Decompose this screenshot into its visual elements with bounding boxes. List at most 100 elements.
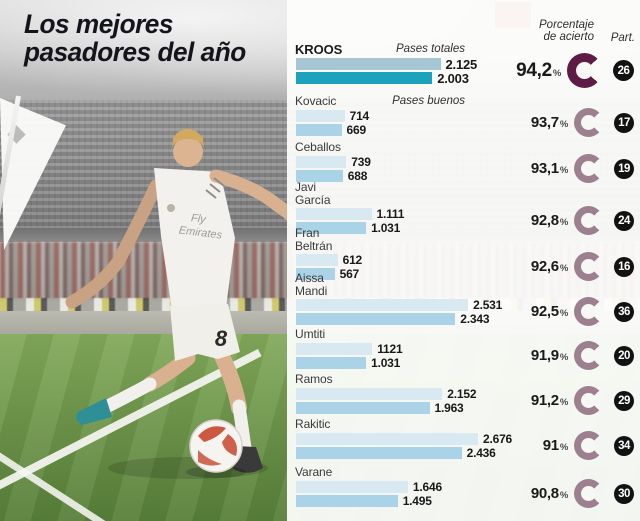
accuracy-value: 92,8 [530, 212, 559, 229]
accuracy-percentage: 91,9% [508, 347, 568, 364]
accuracy-percentage: 92,6% [508, 258, 568, 275]
player-name: Umtiti [295, 327, 326, 341]
donut-hole [581, 486, 596, 501]
percent-sign: % [559, 490, 568, 501]
donut-hole [581, 213, 596, 228]
percent-sign: % [559, 442, 568, 453]
player-stats: 91% 34 [508, 431, 634, 460]
jersey-stripes [205, 177, 225, 199]
player-row-rakitic: Rakitic 2.676 2.436 91% 34 [295, 418, 640, 460]
accuracy-donut-icon [574, 154, 603, 183]
player-stats: 91,2% 29 [508, 386, 634, 415]
title-line1: Los mejores [24, 9, 173, 39]
accuracy-percentage: 91% [508, 437, 569, 454]
page-title: Los mejores pasadores del año [24, 10, 246, 66]
player-name-line2: García [295, 192, 331, 207]
bar-pases-totales [296, 387, 443, 400]
donut-hole [581, 115, 596, 130]
value-pases-totales: 2.676 [483, 431, 513, 446]
player-row-varane: Varane 1.646 1.495 90,8% 30 [295, 465, 640, 508]
donut-hole [576, 62, 593, 79]
accuracy-value: 92,5 [530, 303, 559, 320]
shorts-number: 8 [215, 326, 228, 351]
percent-sign: % [559, 119, 568, 130]
bar-pases-buenos [296, 123, 342, 136]
accuracy-value: 91 [542, 437, 559, 454]
bar-pases-totales [296, 155, 347, 168]
bar-pases-buenos [296, 72, 433, 84]
donut-hole [581, 393, 596, 408]
percentage-header-line2: de acierto [543, 31, 594, 43]
donut-hole [581, 161, 596, 176]
percent-sign: % [559, 308, 568, 319]
percent-sign: % [559, 397, 568, 408]
participations-badge: 34 [614, 435, 634, 456]
value-pases-buenos: 688 [347, 168, 368, 183]
accuracy-donut-icon [574, 206, 603, 235]
accuracy-value: 90,8 [530, 485, 559, 502]
participations-badge: 20 [614, 345, 634, 366]
accuracy-percentage: 94,2% [497, 60, 561, 82]
accuracy-percentage: 93,1% [508, 160, 568, 177]
ball-pattern [198, 426, 226, 442]
bar-pases-buenos [296, 401, 430, 414]
value-pases-buenos: 1.963 [434, 400, 464, 415]
player-left-sock [99, 377, 157, 414]
accuracy-value: 93,7 [530, 114, 559, 131]
value-pases-totales: 1121 [377, 341, 403, 356]
participations-badge: 16 [614, 256, 634, 277]
column-header-percentage: Porcentaje de acierto [539, 19, 594, 43]
player-right-sock [232, 399, 252, 455]
value-pases-buenos: 2.343 [460, 312, 490, 326]
bar-pases-totales [296, 58, 441, 70]
participations-badge: 36 [614, 301, 634, 322]
accuracy-donut-icon [567, 53, 602, 88]
accuracy-donut-icon [574, 297, 603, 326]
value-pases-buenos: 567 [339, 267, 360, 281]
bar-pases-buenos [296, 313, 456, 325]
bar-pases-buenos [296, 446, 462, 459]
chart-panel: Porcentaje de acierto Part. Pases totale… [287, 0, 640, 521]
donut-hole [581, 259, 596, 274]
player-stats: 92,8% 24 [508, 206, 634, 235]
bar-pases-buenos [296, 268, 335, 280]
jersey-crest [167, 204, 175, 212]
accuracy-donut-icon [574, 252, 603, 281]
bar-pases-totales [296, 299, 469, 311]
player-illustration: Fly Emirates 8 [65, 129, 303, 479]
player-name: Varane [295, 465, 333, 479]
player-stats: 91,9% 20 [508, 341, 634, 370]
accuracy-donut-icon [574, 431, 603, 460]
player-name-line2: Beltrán [295, 238, 333, 253]
accuracy-value: 91,9 [530, 347, 559, 364]
player-row-fran-beltran: Fran Beltrán 612 567 92,6% 16 [295, 227, 640, 281]
donut-hole [581, 348, 596, 363]
player-stats: 92,5% 36 [508, 297, 634, 326]
accuracy-donut-icon [574, 108, 603, 137]
value-pases-buenos: 1.031 [371, 355, 401, 370]
donut-hole [581, 438, 596, 453]
jersey-sponsor-line1: Fly [190, 212, 208, 226]
value-pases-buenos: 1.031 [371, 221, 401, 235]
ball-pattern [198, 450, 222, 466]
bar-pases-buenos [296, 222, 367, 234]
player-left-thigh [142, 350, 196, 392]
column-header-participations: Part. [610, 32, 635, 44]
bar-pases-totales [296, 432, 478, 445]
player-row-javi-garcia: Javi García 1.111 1.031 92,8% 24 [295, 181, 640, 235]
value-pases-totales: 2.531 [473, 298, 503, 312]
player-stats: 93,1% 19 [508, 154, 634, 183]
jersey-sponsor-line2: Emirates [178, 224, 223, 241]
accuracy-percentage: 91,2% [508, 392, 568, 409]
value-pases-totales: 612 [342, 253, 363, 267]
player-name: Ceballos [295, 140, 341, 154]
player-name: KROOS [295, 42, 343, 57]
accuracy-donut-icon [574, 386, 603, 415]
value-pases-totales: 2.152 [447, 386, 477, 401]
player-name: Kovacic [295, 94, 337, 108]
value-pases-totales: 739 [351, 154, 371, 169]
bar-pases-totales [296, 342, 373, 355]
player-row-aissa-mandi: Aissa Mandi 2.531 2.343 92,5% 36 [295, 272, 640, 326]
donut-hole [581, 304, 596, 319]
